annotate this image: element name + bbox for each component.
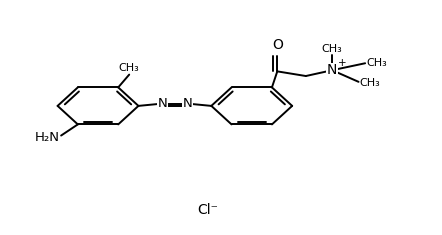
Text: CH₃: CH₃ [322,44,343,54]
Text: CH₃: CH₃ [119,63,140,74]
Text: N: N [327,63,337,77]
Text: CH₃: CH₃ [359,78,380,88]
Text: CH₃: CH₃ [366,58,387,68]
Text: H₂N: H₂N [35,131,60,144]
Text: O: O [272,38,283,52]
Text: Cl⁻: Cl⁻ [197,203,218,217]
Text: +: + [338,58,346,68]
Text: N: N [158,97,168,110]
Text: N: N [183,97,192,110]
